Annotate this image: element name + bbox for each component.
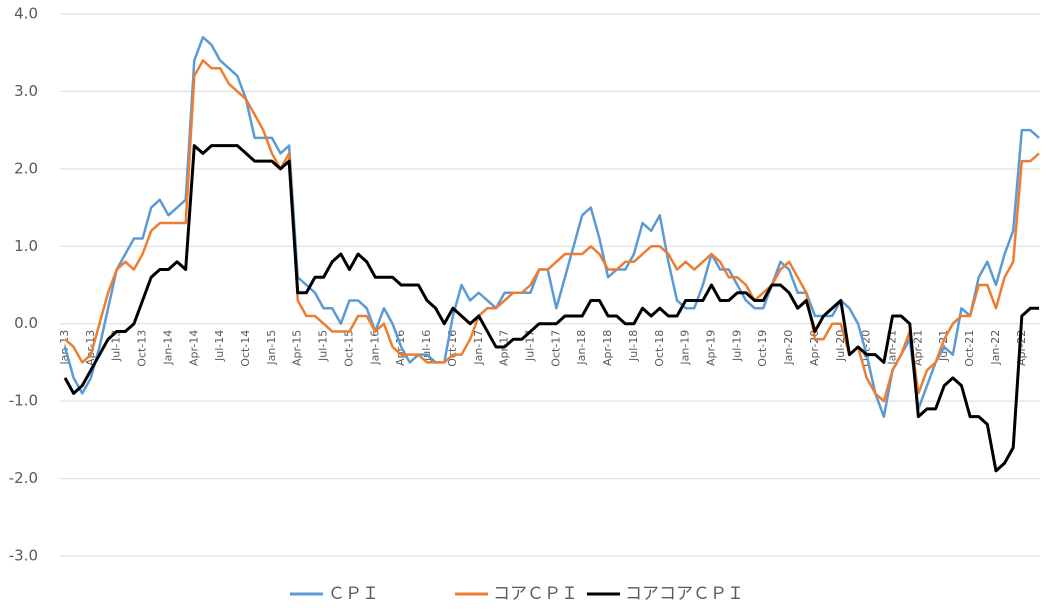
x-tick-label: Jan-19: [679, 330, 692, 366]
y-tick-label: -3.0: [9, 547, 38, 565]
x-tick-label: Oct-17: [549, 330, 562, 367]
y-tick-label: -1.0: [9, 392, 38, 410]
x-tick-label: Jul-19: [730, 330, 743, 362]
series-line: [63, 35, 1040, 418]
x-tick-label: Apr-14: [187, 330, 200, 366]
x-tick-label: Jan-22: [989, 330, 1002, 366]
y-tick-label: 1.0: [14, 237, 38, 255]
x-tick-label: Oct-21: [963, 330, 976, 367]
x-tick-label: Apr-18: [601, 330, 614, 366]
y-tick-label: 4.0: [14, 5, 38, 23]
x-tick-label: Jan-17: [472, 330, 485, 366]
x-tick-label: Jul-18: [627, 330, 640, 362]
x-tick-label: Jul-17: [523, 330, 536, 362]
x-tick-label: Jan-18: [575, 330, 588, 366]
series-line: [64, 59, 1040, 403]
x-tick-label: Jul-14: [213, 330, 226, 362]
y-tick-label: 3.0: [14, 82, 38, 100]
x-tick-label: Jul-15: [317, 330, 330, 362]
x-tick-label: Jan-14: [161, 330, 174, 366]
y-tick-label: 0.0: [14, 314, 38, 332]
x-tick-label: Apr-15: [291, 330, 304, 366]
x-tick-label: Jul-13: [110, 330, 123, 362]
x-tick-label: Jan-20: [782, 330, 795, 366]
x-tick-label: Jan-15: [265, 330, 278, 366]
y-tick-label: 2.0: [14, 159, 38, 177]
x-tick-label: Oct-19: [756, 330, 769, 367]
y-tick-label: -2.0: [9, 469, 38, 487]
x-tick-label: Oct-14: [239, 330, 252, 367]
x-tick-label: Jan-16: [368, 330, 381, 366]
x-tick-label: Oct-18: [653, 330, 666, 367]
x-tick-label: Oct-15: [342, 330, 355, 367]
legend-label: コアコアＣＰＩ: [625, 584, 744, 604]
x-tick-label: Apr-19: [705, 330, 718, 366]
x-tick-label: Oct-13: [136, 330, 149, 367]
series-line: [63, 144, 1040, 473]
x-tick-label: Apr-21: [911, 330, 924, 366]
legend-label: ＣＰＩ: [328, 584, 379, 604]
legend-label: コアＣＰＩ: [493, 584, 578, 604]
